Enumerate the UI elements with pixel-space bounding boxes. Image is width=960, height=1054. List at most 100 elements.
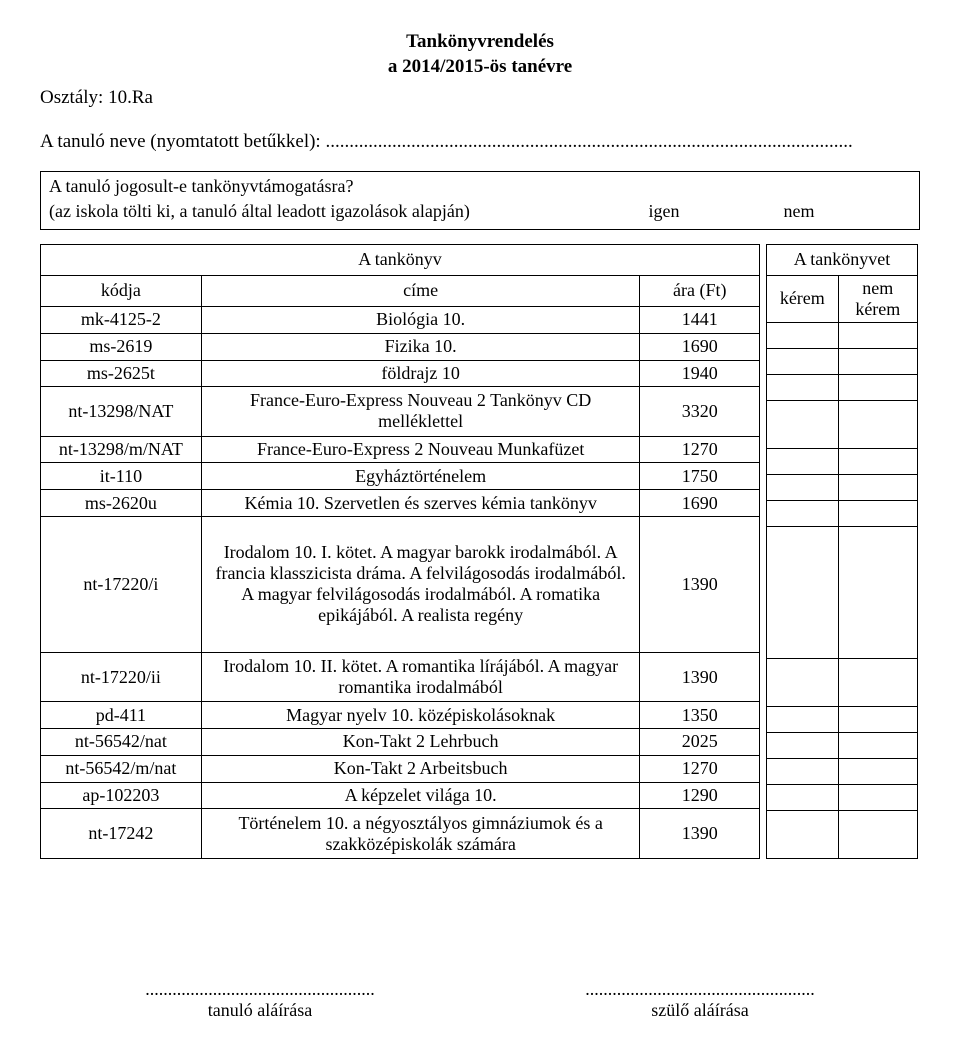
choice-row [767,658,918,706]
cell-price: 1350 [640,702,760,729]
choice-row [767,732,918,758]
col-code-header: kódja [41,275,202,306]
cell-notwant[interactable] [838,400,917,448]
cell-title: France-Euro-Express 2 Nouveau Munkafüzet [201,436,640,463]
table-row: nt-13298/NATFrance-Euro-Express Nouveau … [41,387,760,436]
cell-price: 1290 [640,782,760,809]
choice-row [767,374,918,400]
cell-code: pd-411 [41,702,202,729]
cell-notwant[interactable] [838,706,917,732]
choice-row [767,348,918,374]
choice-row [767,526,918,658]
cell-code: ms-2619 [41,333,202,360]
cell-price: 1750 [640,463,760,490]
cell-title: Fizika 10. [201,333,640,360]
table-row: mk-4125-2Biológia 10.1441 [41,306,760,333]
cell-want[interactable] [767,658,839,706]
cell-code: nt-13298/m/NAT [41,436,202,463]
cell-notwant[interactable] [838,322,917,348]
cell-notwant[interactable] [838,658,917,706]
cell-price: 3320 [640,387,760,436]
cell-want[interactable] [767,322,839,348]
eligibility-no: nem [739,199,859,223]
col-title-header: címe [201,275,640,306]
cell-title: Kon-Takt 2 Lehrbuch [201,729,640,756]
table-row: ms-2625tföldrajz 101940 [41,360,760,387]
table-row: nt-17220/iIrodalom 10. I. kötet. A magya… [41,516,760,652]
cell-price: 2025 [640,729,760,756]
table-row: nt-13298/m/NATFrance-Euro-Express 2 Nouv… [41,436,760,463]
cell-title: France-Euro-Express Nouveau 2 Tankönyv C… [201,387,640,436]
textbook-table: A tankönyv kódja címe ára (Ft) mk-4125-2… [40,244,760,859]
eligibility-box: A tanuló jogosult-e tankönyvtámogatásra?… [40,171,920,230]
title-line2: a 2014/2015-ös tanévre [40,55,920,80]
title-line1: Tankönyvrendelés [40,30,920,55]
cell-want[interactable] [767,448,839,474]
cell-title: Kémia 10. Szervetlen és szerves kémia ta… [201,490,640,517]
cell-code: ms-2620u [41,490,202,517]
table-row: nt-56542/m/natKon-Takt 2 Arbeitsbuch1270 [41,755,760,782]
choice-row [767,784,918,810]
cell-want[interactable] [767,474,839,500]
table-row: nt-17220/iiIrodalom 10. II. kötet. A rom… [41,652,760,701]
cell-want[interactable] [767,732,839,758]
cell-notwant[interactable] [838,448,917,474]
cell-notwant[interactable] [838,758,917,784]
cell-price: 1441 [640,306,760,333]
cell-code: mk-4125-2 [41,306,202,333]
cell-want[interactable] [767,810,839,858]
table-row: ap-102203A képzelet világa 10.1290 [41,782,760,809]
cell-notwant[interactable] [838,348,917,374]
cell-notwant[interactable] [838,374,917,400]
cell-price: 1390 [640,809,760,859]
col-notwant-header: nem kérem [838,275,917,322]
side-top-header: A tankönyvet [767,244,918,275]
cell-code: nt-17220/ii [41,652,202,701]
table-row: ms-2620uKémia 10. Szervetlen és szerves … [41,490,760,517]
choice-row [767,500,918,526]
cell-code: nt-13298/NAT [41,387,202,436]
cell-want[interactable] [767,500,839,526]
cell-want[interactable] [767,348,839,374]
cell-want[interactable] [767,706,839,732]
eligibility-yes: igen [589,199,739,223]
cell-title: Történelem 10. a négyosztályos gimnázium… [201,809,640,859]
table-row: it-110Egyháztörténelem1750 [41,463,760,490]
choice-table: A tankönyvet kérem nem kérem [766,244,918,859]
cell-title: A képzelet világa 10. [201,782,640,809]
cell-notwant[interactable] [838,526,917,658]
table-row: nt-56542/natKon-Takt 2 Lehrbuch2025 [41,729,760,756]
cell-notwant[interactable] [838,810,917,858]
col-want-header: kérem [767,275,839,322]
cell-notwant[interactable] [838,732,917,758]
cell-want[interactable] [767,758,839,784]
cell-price: 1270 [640,436,760,463]
table-row: ms-2619Fizika 10.1690 [41,333,760,360]
student-name-line: A tanuló neve (nyomtatott betűkkel): ...… [40,131,920,153]
eligibility-note: (az iskola tölti ki, a tanuló által lead… [49,199,589,223]
cell-notwant[interactable] [838,474,917,500]
choice-row [767,322,918,348]
cell-title: földrajz 10 [201,360,640,387]
choice-row [767,810,918,858]
cell-want[interactable] [767,526,839,658]
choice-row [767,706,918,732]
cell-notwant[interactable] [838,500,917,526]
eligibility-question: A tanuló jogosult-e tankönyvtámogatásra? [49,174,911,198]
cell-want[interactable] [767,374,839,400]
cell-want[interactable] [767,400,839,448]
choice-row [767,474,918,500]
parent-sig-label: szülő aláírása [550,1000,850,1021]
signature-row: ........................................… [40,979,920,1021]
cell-code: ap-102203 [41,782,202,809]
cell-price: 1390 [640,516,760,652]
cell-price: 1690 [640,333,760,360]
cell-code: nt-56542/m/nat [41,755,202,782]
choice-row [767,448,918,474]
cell-notwant[interactable] [838,784,917,810]
cell-price: 1940 [640,360,760,387]
cell-price: 1390 [640,652,760,701]
student-sig-dots: ........................................… [110,979,410,1000]
cell-want[interactable] [767,784,839,810]
cell-code: nt-17220/i [41,516,202,652]
